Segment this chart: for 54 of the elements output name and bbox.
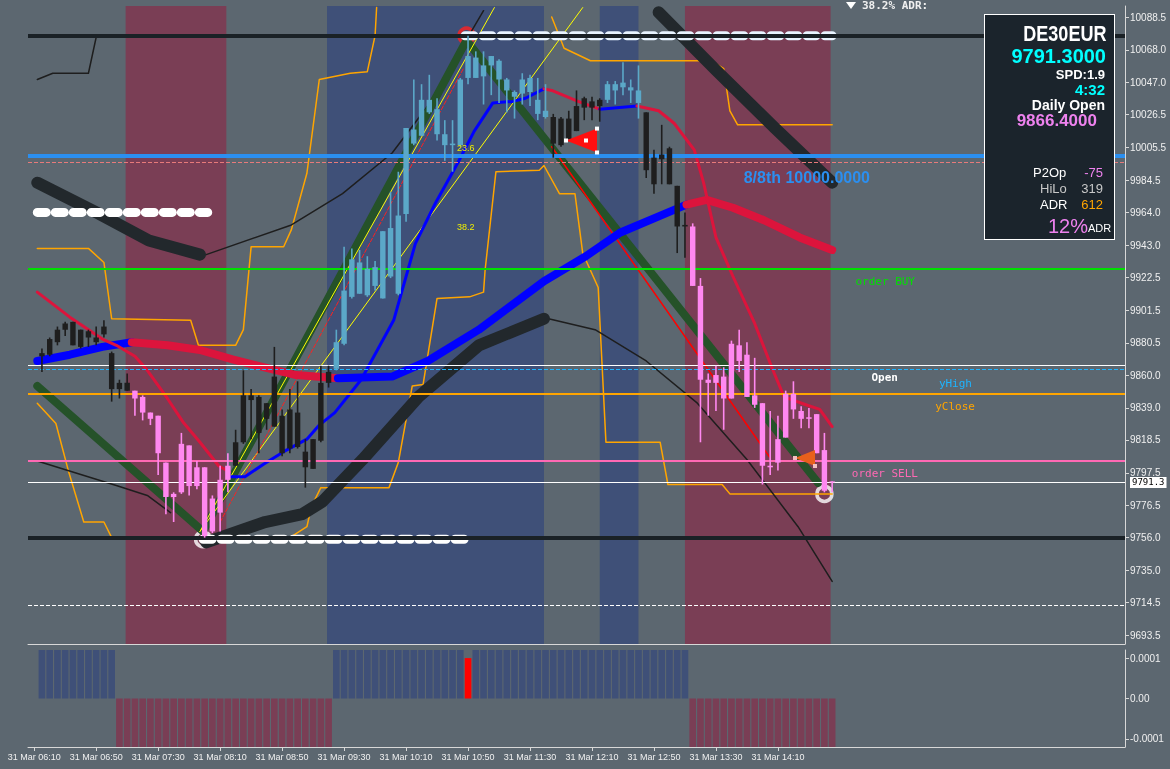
ref-line-label: order BUY: [855, 274, 916, 288]
x-tick-label: 31 Mar 10:10: [379, 751, 433, 762]
annotation: Daily Open: [1031, 97, 1105, 115]
ref-line-label: yClose: [935, 399, 975, 413]
annotation: 4:32: [1074, 80, 1105, 99]
y-tick-label: 10068.0: [1130, 44, 1167, 56]
y-tick-label: 9693.5: [1130, 629, 1162, 641]
ref-line-label: Open: [871, 371, 898, 385]
y-tick-label: 10026.5: [1130, 109, 1167, 121]
x-tick-label: 31 Mar 09:30: [317, 751, 371, 762]
x-tick-label: 31 Mar 12:10: [565, 751, 619, 762]
y-tick-label: 9797.5: [1130, 467, 1162, 479]
y-tick-label: 9964.0: [1130, 206, 1162, 218]
x-tick-label: 31 Mar 13:30: [689, 751, 743, 762]
annotation: 38.2% ADR:: [862, 0, 929, 13]
y-tick-label: 0.0001: [1130, 652, 1162, 664]
annotation: 38.2: [457, 222, 475, 234]
annotation: HiLo: [1040, 180, 1067, 197]
y-tick-label: 9756.0: [1130, 532, 1162, 544]
y-tick-label: 9714.5: [1130, 597, 1162, 609]
annotation: 319: [1081, 180, 1103, 197]
ref-line-label: yHigh: [938, 376, 972, 390]
y-tick-label: 10047.0: [1130, 77, 1167, 89]
y-tick-label: 10005.5: [1130, 142, 1167, 154]
y-tick-label: 9818.5: [1130, 434, 1162, 446]
y-tick-label: 0.00: [1130, 693, 1150, 704]
ref-line-label: 9791.3: [1132, 477, 1165, 488]
y-tick-label: 9922.5: [1130, 271, 1162, 283]
annotation: 612: [1081, 196, 1103, 213]
x-tick-label: 31 Mar 08:10: [193, 751, 247, 762]
y-tick-label: 10088.5: [1130, 12, 1167, 24]
annotation: ADR: [1040, 196, 1068, 213]
x-tick-label: 31 Mar 07:30: [131, 751, 185, 762]
annotation: P2Op: [1033, 164, 1067, 181]
x-tick-label: 31 Mar 08:50: [255, 751, 309, 762]
x-tick-label: 31 Mar 06:50: [69, 751, 123, 762]
x-tick-label: 31 Mar 06:10: [7, 751, 61, 762]
x-tick-label: 31 Mar 10:50: [441, 751, 495, 762]
annotation: SPD:1.9: [1055, 66, 1105, 83]
y-tick-label: 9901.5: [1130, 304, 1162, 316]
ref-line-label: 8/8th 10000.0000: [743, 168, 871, 186]
y-tick-label: 9984.5: [1130, 174, 1162, 186]
y-tick-label: 9776.5: [1130, 500, 1162, 512]
annotation: -75: [1084, 164, 1103, 181]
y-tick-label: 9735.0: [1130, 565, 1162, 576]
x-tick-label: 31 Mar 14:10: [751, 751, 805, 762]
y-tick-label: 9839.0: [1130, 402, 1162, 414]
y-tick-label: 9943.0: [1130, 239, 1162, 251]
y-tick-label: -0.0001: [1130, 733, 1165, 745]
y-tick-label: 9860.0: [1130, 369, 1162, 381]
y-tick-label: 9880.5: [1130, 337, 1162, 349]
ref-line-label: order SELL: [851, 467, 919, 481]
x-tick-label: 31 Mar 12:50: [627, 751, 681, 762]
x-tick-label: 31 Mar 11:30: [503, 751, 557, 762]
